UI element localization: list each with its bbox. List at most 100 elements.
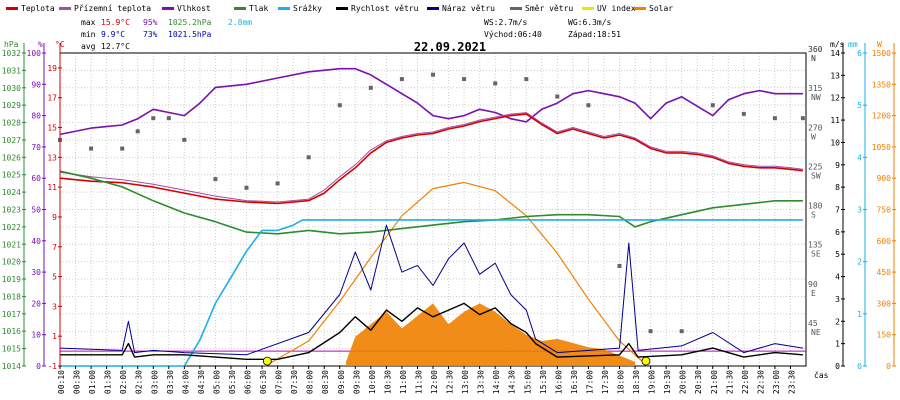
stat-max-label: max xyxy=(81,18,96,27)
temperature-axis-label: 1 xyxy=(52,332,57,341)
humidity-axis-label: 100 xyxy=(27,49,42,58)
solar-axis-label: 300 xyxy=(877,299,892,308)
wind-speed-axis-label: 1 xyxy=(835,340,840,349)
legend-label: Přízemní teplota xyxy=(74,4,151,13)
wind-direction-label: SW xyxy=(811,171,821,180)
rain-axis-label: 4 xyxy=(857,153,862,162)
pressure-axis-label: 1031 xyxy=(2,66,21,75)
humidity-unit: % xyxy=(38,40,43,49)
x-tick-label: 09:30 xyxy=(352,370,361,394)
x-tick-label: 16:30 xyxy=(570,370,579,394)
temperature-axis-label: 11 xyxy=(47,183,57,192)
rain-axis-label: 0 xyxy=(857,362,862,371)
pressure-axis-label: 1014 xyxy=(2,362,21,371)
legend-label: Teplota xyxy=(21,4,55,13)
x-tick-label: 04:00 xyxy=(181,370,190,394)
wind-speed-unit: m/s xyxy=(830,40,845,49)
solar-axis-label: 600 xyxy=(877,237,892,246)
x-tick-label: 10:30 xyxy=(383,370,392,394)
x-tick-label: 18:30 xyxy=(632,370,641,394)
x-tick-label: 22:30 xyxy=(756,370,765,394)
x-tick-label: 09:00 xyxy=(337,370,346,394)
stat-max-humidity: 95% xyxy=(143,18,158,27)
x-tick-label: 19:00 xyxy=(648,370,657,394)
wind-direction-point xyxy=(431,72,435,77)
wind-direction-degrees: 315 xyxy=(808,84,823,93)
wind-direction-point xyxy=(679,329,684,334)
wind-speed-axis-label: 0 xyxy=(835,362,840,371)
wind-speed-axis-label: 7 xyxy=(835,206,840,215)
wind-direction-label: SE xyxy=(811,250,821,259)
series-wind-speed xyxy=(60,302,803,360)
stat-sunrise: Východ:06:40 xyxy=(484,30,542,39)
temperature-axis-label: 7 xyxy=(52,243,57,252)
wind-direction-label: N xyxy=(811,54,816,63)
x-tick-label: 22:00 xyxy=(741,370,750,394)
legend-swatch xyxy=(582,7,594,10)
x-tick-label: 18:00 xyxy=(617,370,626,394)
wind-direction-degrees: 45 xyxy=(808,319,818,328)
stat-avg-temp: 12.7°C xyxy=(101,42,130,51)
wind-direction-point xyxy=(710,103,715,108)
wind-direction-point xyxy=(524,77,529,82)
legend-swatch xyxy=(162,7,174,10)
humidity-axis-label: 0 xyxy=(36,362,41,371)
legend-swatch xyxy=(336,7,348,10)
wind-direction-point xyxy=(151,116,156,121)
wind-speed-axis-label: 10 xyxy=(830,138,840,147)
humidity-axis-label: 20 xyxy=(31,299,41,308)
stat-wind-gust: WG:6.3m/s xyxy=(568,18,612,27)
temperature-axis-label: 15 xyxy=(47,124,57,133)
humidity-axis-label: 40 xyxy=(31,237,41,246)
temperature-axis-label: 13 xyxy=(47,153,57,162)
humidity-axis-label: 80 xyxy=(31,112,41,121)
x-tick-label: 13:30 xyxy=(477,370,486,394)
x-tick-label: 17:00 xyxy=(585,370,594,394)
pressure-unit: hPa xyxy=(4,40,19,49)
pressure-axis-label: 1024 xyxy=(2,188,21,197)
pressure-axis-label: 1018 xyxy=(2,292,21,301)
wind-direction-point xyxy=(555,94,560,99)
rain-axis-label: 6 xyxy=(857,49,862,58)
series-temperature xyxy=(59,113,803,205)
x-tick-label: 16:00 xyxy=(554,370,563,394)
wind-direction-point xyxy=(166,116,171,121)
x-tick-label: 20:30 xyxy=(694,370,703,394)
plot-area xyxy=(58,52,807,367)
solar-axis-label: 1050 xyxy=(872,143,891,152)
wind-direction-point xyxy=(586,103,591,108)
legend-label: Vlhkost xyxy=(177,4,211,13)
pressure-axis-label: 1025 xyxy=(2,171,21,180)
wind-direction-point xyxy=(800,116,805,121)
x-tick-label: 23:00 xyxy=(772,370,781,394)
x-tick-label: 14:00 xyxy=(492,370,501,394)
wind-direction-degrees: 225 xyxy=(808,162,823,171)
legend-swatch xyxy=(234,7,246,10)
solar-axis-label: 900 xyxy=(877,174,892,183)
wind-speed-axis-label: 11 xyxy=(830,116,840,125)
x-tick-label: 02:00 xyxy=(119,370,128,394)
pressure-axis-label: 1016 xyxy=(2,327,21,336)
wind-speed-axis-label: 5 xyxy=(835,250,840,259)
solar-axis-label: 0 xyxy=(886,362,891,371)
solar-axis-label: 150 xyxy=(877,331,892,340)
stat-max-pressure: 1025.2hPa xyxy=(168,18,212,27)
x-tick-label: 20:00 xyxy=(679,370,688,394)
x-tick-label: 12:30 xyxy=(446,370,455,394)
x-tick-label: 06:00 xyxy=(244,370,253,394)
wind-direction-degrees: 270 xyxy=(808,123,823,132)
series-ground-temperature xyxy=(59,112,803,203)
wind-direction-point xyxy=(213,177,218,182)
x-tick-label: 23:30 xyxy=(787,370,796,394)
stat-min-humidity: 73% xyxy=(143,30,158,39)
humidity-axis-label: 70 xyxy=(31,143,41,152)
humidity-axis-label: 50 xyxy=(31,206,41,215)
wind-direction-label: W xyxy=(811,132,816,141)
temperature-axis-label: 5 xyxy=(52,273,57,282)
temperature-axis-label: -1 xyxy=(47,362,57,371)
sun-marker xyxy=(262,356,272,366)
solar-measured-area xyxy=(346,303,635,366)
x-tick-label: 03:00 xyxy=(150,370,159,394)
wind-direction-point xyxy=(368,85,373,90)
